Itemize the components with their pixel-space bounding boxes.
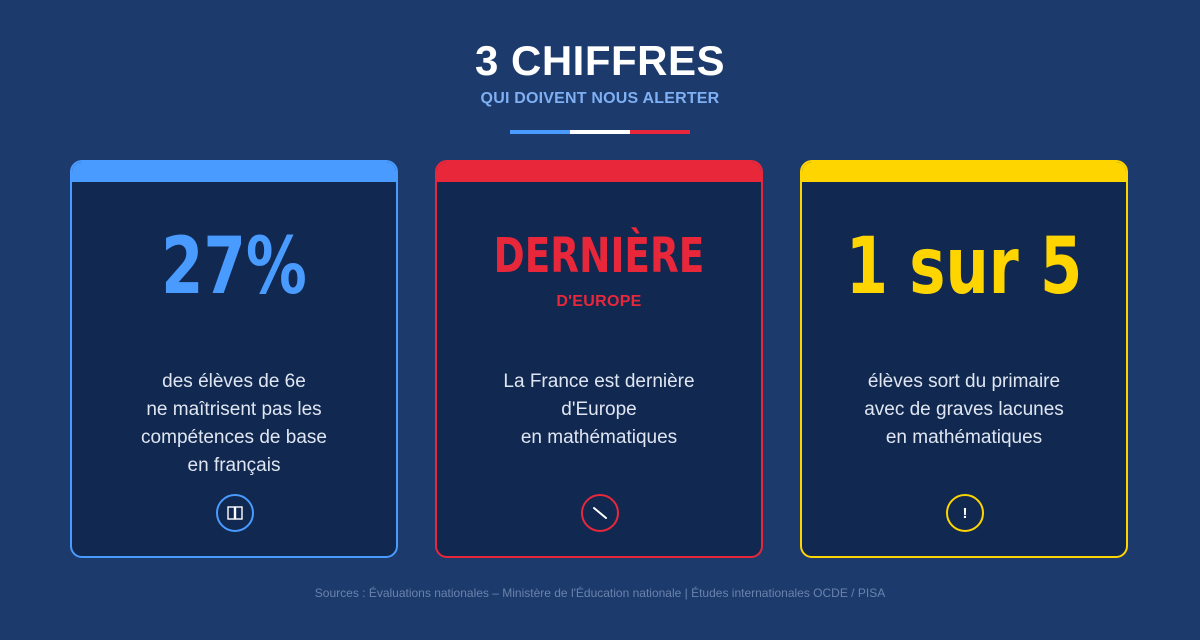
- desc-line: élèves sort du primaire: [867, 371, 1061, 392]
- page-title: 3 CHIFFRES: [474, 37, 726, 84]
- card-top-bar: [72, 162, 396, 182]
- stat-value: DERNIÈRE: [493, 228, 705, 284]
- stat-description: élèves sort du primaire avec de graves l…: [802, 368, 1126, 452]
- header: 3 CHIFFRES QUI DOIVENT NOUS ALERTER: [0, 36, 1200, 108]
- book-icon-glyph: [227, 506, 243, 520]
- alert-icon: !: [946, 494, 984, 532]
- desc-line: en français: [187, 455, 281, 476]
- sources-footnote: Sources : Évaluations nationales – Minis…: [314, 586, 886, 600]
- desc-line: compétences de base: [141, 427, 327, 448]
- desc-line: d'Europe: [561, 399, 637, 420]
- trend-down-icon: [581, 494, 619, 532]
- stat-card-2: DERNIÈRE D'EUROPE La France est dernière…: [435, 160, 763, 558]
- stat-value: 27%: [161, 222, 307, 312]
- desc-line: La France est dernière: [503, 371, 695, 392]
- desc-line: des élèves de 6e: [162, 371, 306, 392]
- desc-line: avec de graves lacunes: [864, 399, 1064, 420]
- stat-description: des élèves de 6e ne maîtrisent pas les c…: [72, 368, 396, 480]
- card-top-bar: [802, 162, 1126, 182]
- stat-value: 1 sur 5: [845, 222, 1083, 312]
- divider-red: [630, 130, 690, 134]
- desc-line: en mathématiques: [885, 427, 1043, 448]
- stat-card-3: 1 sur 5 élèves sort du primaire avec de …: [800, 160, 1128, 558]
- book-icon: [216, 494, 254, 532]
- stat-value-sub: D'EUROPE: [556, 293, 642, 310]
- stat-description: La France est dernière d'Europe en mathé…: [437, 368, 761, 452]
- desc-line: ne maîtrisent pas les: [146, 399, 322, 420]
- card-top-bar: [437, 162, 761, 182]
- page-subtitle: QUI DOIVENT NOUS ALERTER: [480, 90, 720, 107]
- desc-line: en mathématiques: [520, 427, 678, 448]
- trend-down-icon-glyph: [593, 507, 607, 519]
- stat-card-1: 27% des élèves de 6e ne maîtrisent pas l…: [70, 160, 398, 558]
- tricolor-divider: [510, 130, 690, 134]
- divider-white: [570, 130, 630, 134]
- divider-blue: [510, 130, 570, 134]
- alert-icon-glyph: !: [962, 504, 968, 522]
